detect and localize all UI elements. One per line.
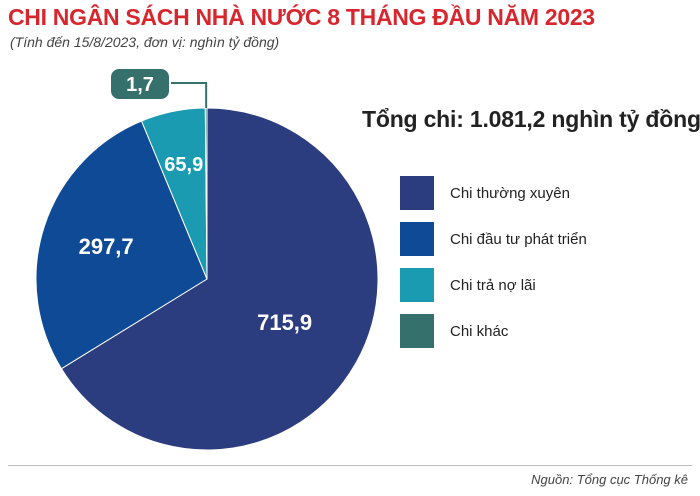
slice-value-label: 1,7 (126, 74, 154, 96)
legend-label: Chi khác (450, 322, 509, 340)
total-label: Tổng chi: 1.081,2 nghìn tỷ đồng (362, 106, 700, 132)
slice-value-label: 297,7 (79, 234, 134, 259)
legend-item: Chi thường xuyên (400, 170, 587, 216)
chart-title: CHI NGÂN SÁCH NHÀ NƯỚC 8 THÁNG ĐẦU NĂM 2… (8, 4, 595, 30)
legend-label: Chi trả nợ lãi (450, 276, 536, 294)
slice-value-label: 715,9 (257, 310, 312, 335)
legend-item: Chi khác (400, 308, 587, 354)
pie-slice-1 (60, 107, 379, 451)
legend-label: Chi đầu tư phát triển (450, 230, 587, 248)
chart-subtitle: (Tính đến 15/8/2023, đơn vị: nghìn tỷ đồ… (10, 34, 280, 50)
callout-bubble (109, 67, 171, 101)
slice-value-label: 65,9 (164, 154, 203, 176)
legend-swatch (400, 176, 434, 210)
legend-swatch (400, 222, 434, 256)
legend-swatch (400, 314, 434, 348)
callout-leader-line (170, 82, 208, 109)
source-note: Nguồn: Tổng cục Thống kê (531, 472, 688, 487)
legend-swatch (400, 268, 434, 302)
footer-divider (8, 465, 692, 466)
pie-slice-2 (35, 120, 208, 370)
legend-item: Chi đầu tư phát triển (400, 216, 587, 262)
legend-label: Chi thường xuyên (450, 184, 570, 202)
legend: Chi thường xuyên Chi đầu tư phát triển Chi… (400, 170, 587, 354)
legend-item: Chi trả nợ lãi (400, 262, 587, 308)
